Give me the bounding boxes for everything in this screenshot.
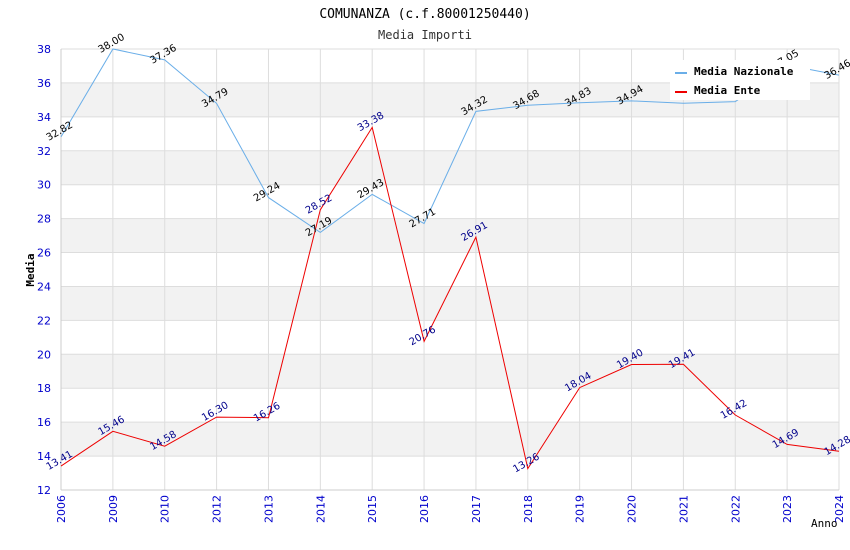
y-tick-label: 14 xyxy=(37,450,51,463)
y-tick-label: 28 xyxy=(37,213,51,226)
x-tick-label: 2006 xyxy=(55,495,68,523)
x-tick-label: 2015 xyxy=(366,495,379,523)
legend-label-nazionale: Media Nazionale xyxy=(694,65,794,78)
grid-lines xyxy=(60,48,840,491)
x-axis-label: Anno xyxy=(811,517,838,530)
x-tick-label: 2022 xyxy=(729,495,742,523)
grid-band xyxy=(61,354,839,389)
legend: Media Nazionale Media Ente xyxy=(670,60,810,100)
x-tick-label: 2019 xyxy=(574,495,587,523)
chart-subtitle: Media Importi xyxy=(378,28,472,42)
grid-bands xyxy=(61,82,839,457)
y-tick-label: 20 xyxy=(37,348,51,361)
x-tick-label: 2017 xyxy=(470,495,483,523)
grid-band xyxy=(61,218,839,253)
legend-label-ente: Media Ente xyxy=(694,84,761,97)
data-label-media-ente: 16.30 xyxy=(200,400,230,424)
data-label-media-nazionale: 37.36 xyxy=(148,43,178,67)
x-tick-label: 2009 xyxy=(107,495,120,523)
grid-band xyxy=(61,422,839,457)
y-tick-label: 24 xyxy=(37,280,51,293)
y-tick-label: 34 xyxy=(37,111,51,124)
series-lines xyxy=(60,48,840,470)
data-label-media-nazionale: 36.46 xyxy=(823,58,850,82)
x-tick-label: 2021 xyxy=(677,495,690,523)
y-tick-label: 32 xyxy=(37,145,51,158)
y-tick-labels: 12 14 16 18 20 22 24 26 28 30 32 34 36 38 xyxy=(37,43,51,497)
legend-background xyxy=(670,60,810,100)
x-tick-label: 2014 xyxy=(314,495,327,523)
x-tick-labels: 2006 2009 2010 2012 2013 2014 2015 2016 2017 2018… xyxy=(55,495,846,523)
x-tick-label: 2018 xyxy=(522,495,535,523)
x-tick-label: 2020 xyxy=(626,495,639,523)
x-tick-label: 2016 xyxy=(418,495,431,523)
y-tick-label: 30 xyxy=(37,179,51,192)
x-tick-label: 2024 xyxy=(833,495,846,523)
y-tick-label: 38 xyxy=(37,43,51,56)
x-tick-label: 2010 xyxy=(159,495,172,523)
y-tick-label: 36 xyxy=(37,77,51,90)
y-tick-label: 22 xyxy=(37,314,51,327)
grid-band xyxy=(61,286,839,321)
data-label-media-nazionale: 38.00 xyxy=(96,32,126,56)
axes xyxy=(60,49,839,491)
y-tick-label: 12 xyxy=(37,484,51,497)
y-tick-label: 16 xyxy=(37,416,51,429)
data-label-media-ente: 16.42 xyxy=(719,398,749,422)
data-label-media-ente: 20.76 xyxy=(408,324,438,348)
y-axis-label: Media xyxy=(24,253,37,286)
data-label-media-ente: 16.26 xyxy=(252,401,282,425)
x-tick-label: 2012 xyxy=(211,495,224,523)
y-tick-label: 26 xyxy=(37,247,51,260)
x-tick-label: 2023 xyxy=(781,495,794,523)
y-tick-label: 18 xyxy=(37,382,51,395)
chart-title: COMUNANZA (c.f.80001250440) xyxy=(319,7,530,22)
series-line-media-ente xyxy=(60,126,840,470)
x-tick-label: 2013 xyxy=(262,495,275,523)
series-line-media-nazionale xyxy=(60,48,840,234)
